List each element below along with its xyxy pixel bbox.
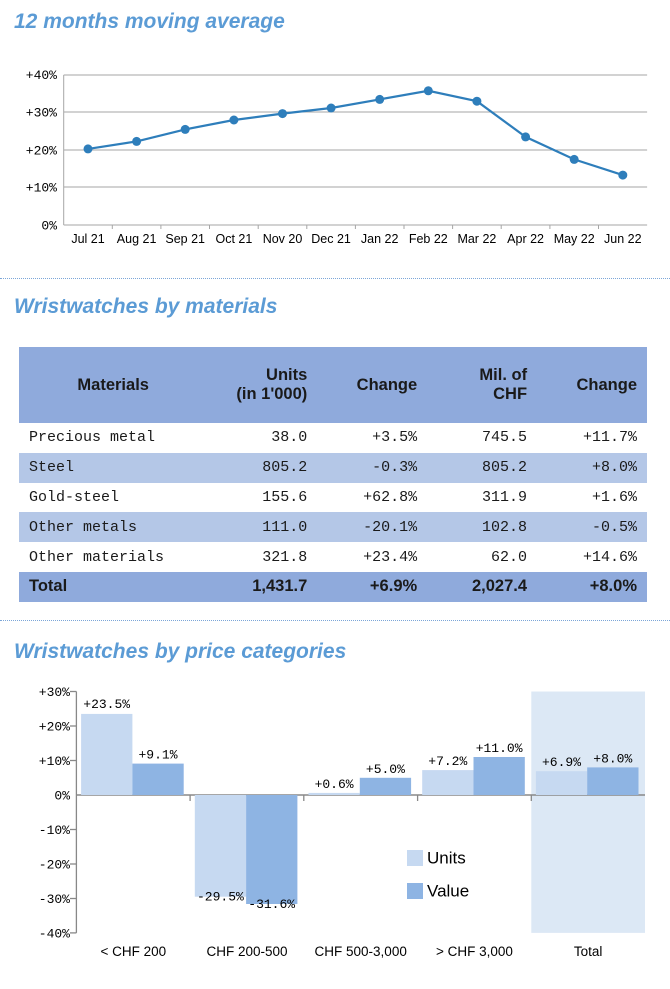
svg-text:Aug 21: Aug 21 bbox=[117, 232, 157, 246]
svg-text:+8.0%: +8.0% bbox=[593, 751, 632, 766]
svg-text:-31.6%: -31.6% bbox=[248, 897, 295, 912]
svg-text:+10%: +10% bbox=[39, 754, 70, 769]
svg-text:+5.0%: +5.0% bbox=[366, 762, 405, 777]
svg-text:Value: Value bbox=[427, 882, 469, 901]
svg-text:-20%: -20% bbox=[39, 858, 70, 873]
svg-text:+7.2%: +7.2% bbox=[428, 754, 467, 769]
svg-text:-10%: -10% bbox=[39, 823, 70, 838]
svg-text:-30%: -30% bbox=[39, 892, 70, 907]
svg-text:Jun 22: Jun 22 bbox=[604, 232, 642, 246]
svg-text:Feb 22: Feb 22 bbox=[409, 232, 448, 246]
svg-text:+20%: +20% bbox=[26, 144, 57, 159]
svg-text:Sep 21: Sep 21 bbox=[165, 232, 205, 246]
svg-text:Nov 20: Nov 20 bbox=[263, 232, 303, 246]
svg-text:0%: 0% bbox=[41, 219, 57, 234]
svg-text:+0.6%: +0.6% bbox=[315, 777, 354, 792]
svg-text:-40%: -40% bbox=[39, 927, 70, 942]
svg-text:0%: 0% bbox=[54, 789, 70, 804]
svg-text:< CHF 200: < CHF 200 bbox=[100, 944, 166, 959]
svg-text:-29.5%: -29.5% bbox=[197, 890, 244, 905]
svg-text:CHF 200-500: CHF 200-500 bbox=[206, 944, 287, 959]
svg-text:+20%: +20% bbox=[39, 720, 70, 735]
svg-text:Total: Total bbox=[574, 944, 603, 959]
svg-text:Jan 22: Jan 22 bbox=[361, 232, 399, 246]
svg-text:+9.1%: +9.1% bbox=[138, 748, 177, 763]
svg-text:+6.9%: +6.9% bbox=[542, 755, 581, 770]
svg-text:Jul 21: Jul 21 bbox=[71, 232, 104, 246]
svg-text:> CHF 3,000: > CHF 3,000 bbox=[436, 944, 513, 959]
svg-text:+23.5%: +23.5% bbox=[83, 697, 130, 712]
svg-text:Units: Units bbox=[427, 849, 466, 868]
svg-text:Oct 21: Oct 21 bbox=[215, 232, 252, 246]
svg-text:+30%: +30% bbox=[26, 106, 57, 121]
svg-text:Dec 21: Dec 21 bbox=[311, 232, 351, 246]
svg-text:Mar 22: Mar 22 bbox=[457, 232, 496, 246]
svg-text:Apr 22: Apr 22 bbox=[507, 232, 544, 246]
svg-text:+30%: +30% bbox=[39, 685, 70, 700]
svg-text:CHF 500-3,000: CHF 500-3,000 bbox=[315, 944, 407, 959]
svg-text:+11.0%: +11.0% bbox=[476, 741, 523, 756]
svg-text:+40%: +40% bbox=[26, 68, 57, 83]
svg-text:May 22: May 22 bbox=[554, 232, 595, 246]
svg-text:+10%: +10% bbox=[26, 181, 57, 196]
